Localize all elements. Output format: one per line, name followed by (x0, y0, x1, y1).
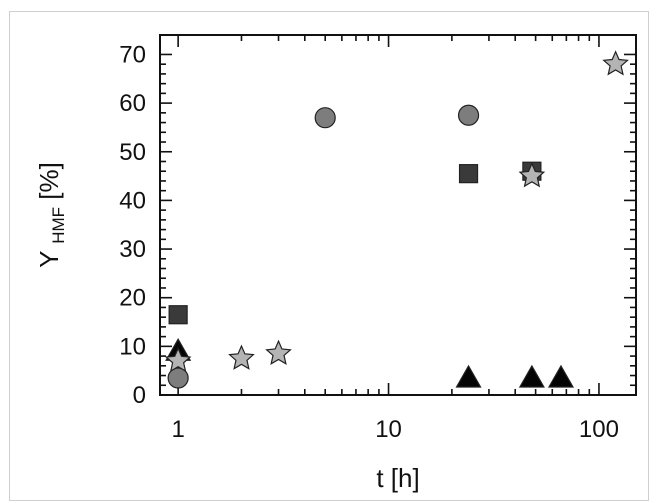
square-marker (168, 305, 188, 325)
x-tick-label: 1 (171, 416, 184, 443)
y-tick-label: 10 (119, 333, 146, 360)
circle-marker (314, 107, 336, 129)
tick-labels: 0 10 20 30 40 50 60 70 1 10 100 (119, 41, 619, 443)
star-marker (518, 162, 546, 188)
y-tick-label: 30 (119, 236, 146, 263)
x-tick-label: 10 (375, 416, 402, 443)
y-axis-title-unit: [%] (34, 162, 64, 200)
y-axis-title: Y HMF [%] (34, 162, 70, 268)
y-tick-label: 70 (119, 41, 146, 68)
star-marker (164, 346, 192, 373)
triangle-marker (547, 364, 575, 388)
y-tick-label: 50 (119, 139, 146, 166)
square-marker (458, 164, 479, 184)
figure-frame (9, 11, 649, 501)
y-tick-label: 60 (119, 90, 146, 117)
axes (159, 34, 637, 396)
triangle-marker (455, 364, 482, 388)
y-axis-title-subscript: HMF (49, 207, 68, 244)
star-marker (602, 50, 629, 76)
x-axis-title: t [h] (376, 463, 419, 493)
circle-marker (457, 104, 480, 126)
data-points (164, 50, 629, 389)
circle-marker (167, 367, 189, 389)
tick-marks (160, 35, 636, 396)
y-tick-label: 40 (119, 187, 146, 214)
star-marker (228, 344, 255, 370)
y-tick-label: 0 (133, 382, 146, 409)
x-tick-label: 100 (579, 416, 619, 443)
plot-box (159, 34, 637, 396)
y-tick-label: 20 (119, 285, 146, 312)
y-axis-title-main: Y (34, 251, 64, 268)
triangle-marker (518, 364, 545, 388)
star-marker (265, 339, 292, 365)
